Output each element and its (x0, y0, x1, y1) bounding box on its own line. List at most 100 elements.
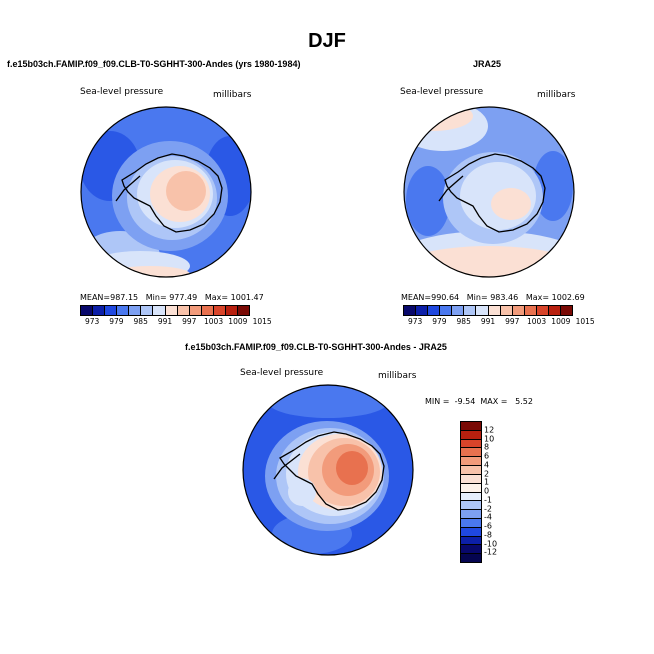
colorbar-swatch (461, 554, 481, 562)
colorbar-tick-label: 979 (432, 317, 447, 326)
colorbar-tick-label: -2 (484, 504, 492, 513)
colorbar-tick-label: 12 (484, 425, 495, 435)
panel2-variable-label: Sea-level pressure (400, 87, 484, 97)
panel1-variable-label: Sea-level pressure (80, 87, 164, 97)
panel3-stats: MIN = -9.54 MAX = 5.52 (425, 397, 533, 406)
panel3-map (242, 384, 414, 556)
colorbar-swatch (461, 545, 481, 555)
panel3-title: f.e15b03ch.FAMIP.f09_f09.CLB-T0-SGHHT-30… (185, 342, 447, 352)
panel1-map-border (80, 106, 252, 278)
colorbar-tick-label: 1 (484, 477, 490, 487)
colorbar-tick-label: 2 (484, 469, 490, 478)
colorbar-swatch (404, 306, 417, 315)
panel1-units-label: millibars (213, 90, 252, 100)
colorbar-tick-label: -6 (484, 521, 492, 531)
colorbar-swatch (201, 306, 214, 315)
colorbar-tick-label: 8 (484, 442, 490, 452)
colorbar-tick-label: 6 (484, 451, 490, 461)
colorbar-swatch (213, 306, 226, 315)
panel1-stats: MEAN=987.15 Min= 977.49 Max= 1001.47 (80, 293, 264, 302)
colorbar-swatch (129, 306, 142, 315)
colorbar-swatch (461, 492, 481, 502)
colorbar-swatch (105, 306, 118, 315)
colorbar-swatch (461, 448, 481, 458)
colorbar-swatch (153, 306, 166, 315)
colorbar-tick-label: 4 (484, 460, 490, 470)
panel3-colorbar-ticks: 12 10 8 6 4 2 1 0 -1 -2 -4 -6 -8 -10 -12 (484, 421, 524, 561)
colorbar-tick-label: -12 (484, 547, 498, 557)
colorbar-swatch (461, 439, 481, 449)
panel1-title: f.e15b03ch.FAMIP.f09_f09.CLB-T0-SGHHT-30… (7, 59, 301, 69)
panel2-antarctica-coast (444, 153, 546, 233)
colorbar-tick-label: 0 (484, 486, 490, 496)
panel2-map (403, 106, 575, 278)
colorbar-swatch (428, 306, 441, 315)
colorbar-swatch (500, 306, 513, 315)
colorbar-tick-label: -10 (484, 539, 498, 548)
colorbar-tick-label: 1015 (252, 317, 272, 326)
colorbar-tick-label: 10 (484, 434, 495, 443)
colorbar-swatch (238, 306, 250, 315)
colorbar-tick-label: 1015 (575, 317, 595, 326)
colorbar-tick-label: 973 (84, 317, 100, 326)
panel2-colorbar: 973 979 985 991 997 1003 1009 1015 (403, 305, 595, 326)
panel3-antarctica-coast (279, 431, 385, 511)
page-title: DJF (308, 30, 346, 52)
colorbar-swatch (461, 483, 481, 493)
panel1-antarctica-coast (121, 153, 223, 233)
colorbar-swatch (81, 306, 94, 315)
colorbar-tick-label: 979 (109, 317, 124, 326)
colorbar-swatch (141, 306, 154, 315)
colorbar-tick-label: 1009 (551, 317, 571, 326)
colorbar-swatch (512, 306, 525, 315)
colorbar-tick-label: 985 (456, 317, 471, 326)
colorbar-swatch (93, 306, 106, 315)
colorbar-swatch (452, 306, 465, 315)
colorbar-swatch (524, 306, 537, 315)
colorbar-tick-label: 973 (407, 317, 423, 326)
colorbar-swatch (461, 501, 481, 511)
panel2-units-label: millibars (537, 90, 576, 100)
colorbar-swatch (440, 306, 453, 315)
colorbar-tick-label: -4 (484, 512, 492, 522)
colorbar-swatch (476, 306, 489, 315)
colorbar-swatch (177, 306, 190, 315)
panel2-title: JRA25 (473, 59, 502, 69)
colorbar-swatch (488, 306, 501, 315)
panel1-map (80, 106, 252, 278)
colorbar-swatch (461, 518, 481, 528)
colorbar-swatch (464, 306, 477, 315)
panel1-colorbar: 973 979 985 991 997 1003 1009 1015 (80, 305, 272, 326)
colorbar-swatch (461, 527, 481, 537)
colorbar-tick-label: 985 (133, 317, 148, 326)
colorbar-swatch (461, 430, 481, 440)
panel3-colorbar (460, 421, 482, 563)
colorbar-swatch (165, 306, 178, 315)
panel3-units-label: millibars (378, 371, 417, 381)
colorbar-tick-label: 997 (182, 317, 197, 326)
colorbar-swatch (461, 474, 481, 484)
colorbar-swatch (536, 306, 549, 315)
colorbar-tick-label: 1003 (204, 317, 224, 326)
colorbar-swatch (461, 536, 481, 546)
colorbar-swatch (548, 306, 562, 315)
colorbar-tick-label: 1009 (228, 317, 248, 326)
colorbar-tick-label: -1 (484, 495, 492, 505)
colorbar-swatch (225, 306, 239, 315)
colorbar-swatch (461, 457, 481, 467)
panel2-map-border (403, 106, 575, 278)
colorbar-swatch (461, 510, 481, 519)
colorbar-tick-label: 1003 (527, 317, 547, 326)
colorbar-swatch (461, 422, 481, 431)
panel2-stats: MEAN=990.64 Min= 983.46 Max= 1002.69 (401, 293, 585, 302)
colorbar-swatch (561, 306, 573, 315)
panel3-variable-label: Sea-level pressure (240, 368, 324, 378)
colorbar-swatch (416, 306, 429, 315)
colorbar-tick-label: -8 (484, 530, 492, 540)
colorbar-tick-label: 991 (480, 317, 496, 326)
colorbar-swatch (461, 466, 481, 475)
colorbar-swatch (189, 306, 202, 315)
colorbar-tick-label: 991 (157, 317, 173, 326)
colorbar-swatch (117, 306, 130, 315)
colorbar-tick-label: 997 (505, 317, 520, 326)
